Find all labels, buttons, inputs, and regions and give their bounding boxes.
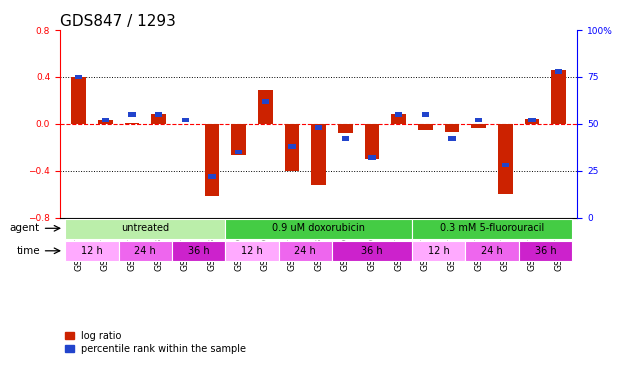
Legend: log ratio, percentile rank within the sample: log ratio, percentile rank within the sa…: [65, 331, 246, 354]
Bar: [498, 124, 512, 194]
Bar: [208, 174, 216, 178]
Bar: [551, 70, 566, 124]
Bar: [465, 241, 519, 261]
Text: 24 h: 24 h: [481, 246, 503, 256]
Text: 12 h: 12 h: [81, 246, 103, 256]
Bar: [65, 241, 119, 261]
Text: 36 h: 36 h: [188, 246, 209, 256]
Text: 12 h: 12 h: [428, 246, 449, 256]
Bar: [475, 118, 483, 122]
Bar: [102, 118, 109, 122]
Text: GDS847 / 1293: GDS847 / 1293: [60, 14, 176, 29]
Text: agent: agent: [10, 223, 40, 233]
Bar: [365, 124, 379, 159]
Bar: [225, 219, 412, 239]
Bar: [338, 124, 353, 133]
Bar: [341, 136, 349, 141]
Bar: [525, 119, 540, 124]
Bar: [172, 241, 225, 261]
Text: untreated: untreated: [121, 223, 169, 233]
Bar: [288, 144, 296, 148]
Bar: [225, 241, 279, 261]
Text: 24 h: 24 h: [295, 246, 316, 256]
Text: 12 h: 12 h: [241, 246, 263, 256]
Text: 0.9 uM doxorubicin: 0.9 uM doxorubicin: [272, 223, 365, 233]
Bar: [448, 136, 456, 141]
Bar: [75, 75, 83, 79]
Bar: [445, 124, 459, 132]
Text: 36 h: 36 h: [361, 246, 383, 256]
Bar: [412, 219, 572, 239]
Bar: [395, 112, 403, 117]
Bar: [369, 155, 375, 160]
Bar: [528, 118, 536, 122]
Bar: [262, 99, 269, 104]
Bar: [315, 125, 322, 130]
Bar: [98, 120, 112, 124]
Text: 0.3 mM 5-fluorouracil: 0.3 mM 5-fluorouracil: [440, 223, 544, 233]
Bar: [285, 124, 299, 171]
Bar: [391, 114, 406, 124]
Bar: [128, 112, 136, 117]
Bar: [555, 69, 562, 74]
Text: 24 h: 24 h: [134, 246, 156, 256]
Bar: [519, 241, 572, 261]
Bar: [418, 124, 433, 130]
Bar: [232, 124, 246, 155]
Bar: [258, 90, 273, 124]
Bar: [65, 219, 225, 239]
Bar: [204, 124, 220, 196]
Bar: [279, 241, 332, 261]
Bar: [471, 124, 486, 128]
Bar: [119, 241, 172, 261]
Text: time: time: [16, 246, 40, 256]
Bar: [412, 241, 465, 261]
Bar: [311, 124, 326, 185]
Bar: [182, 118, 189, 122]
Bar: [235, 150, 242, 154]
Bar: [151, 114, 166, 124]
Bar: [71, 77, 86, 124]
Bar: [502, 163, 509, 167]
Text: 36 h: 36 h: [534, 246, 556, 256]
Bar: [155, 112, 162, 117]
Bar: [125, 123, 139, 124]
Bar: [422, 112, 429, 117]
Bar: [332, 241, 412, 261]
